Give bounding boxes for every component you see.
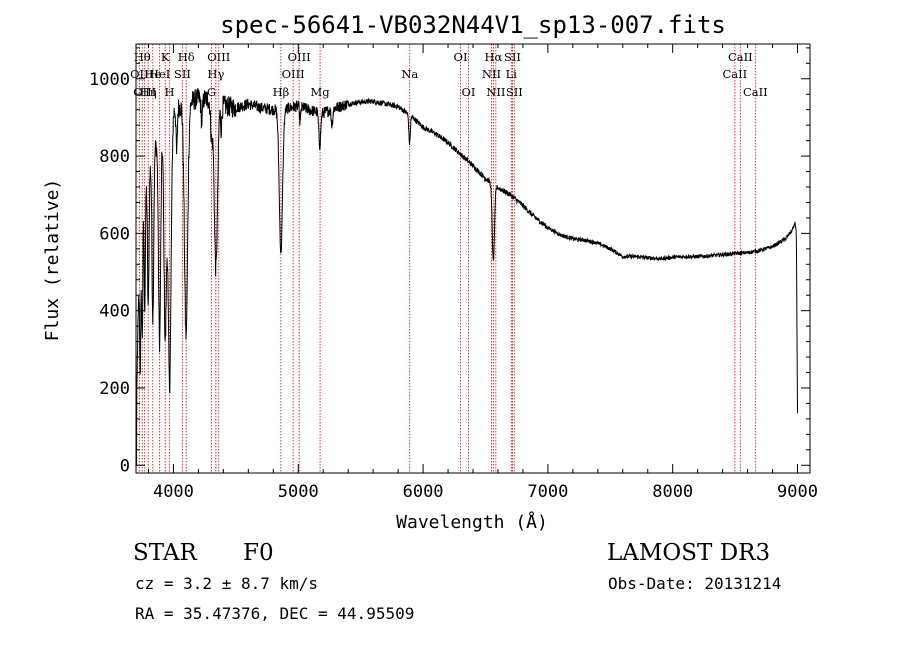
marker-label: OIII [282, 67, 305, 81]
marker-label: Li [506, 67, 518, 81]
observation-date: Obs-Date: 20131214 [608, 574, 782, 593]
marker-label: He [144, 67, 161, 81]
marker-label: Na [401, 67, 418, 81]
redshift-velocity: cz = 3.2 ± 8.7 km/s [135, 574, 319, 593]
marker-label: HeI [149, 67, 170, 81]
marker-label: OII [130, 67, 149, 81]
marker-label: G [207, 85, 216, 99]
x-tick-label: 8000 [652, 482, 693, 502]
x-tick-label: 6000 [403, 482, 444, 502]
spectral-subclass: F0 [243, 540, 274, 566]
marker-label: Mg [311, 85, 331, 99]
axis-ticks: 4000 5000 6000 7000 8000 9000 0 200 400 600 800 100… [89, 44, 818, 502]
marker-label: OI [462, 85, 476, 99]
marker-label: SII [174, 67, 191, 81]
y-tick-label: 600 [99, 224, 130, 244]
marker-label: Hα [484, 50, 502, 64]
y-tick-label: 1000 [89, 70, 130, 90]
y-tick-label: 0 [120, 456, 130, 476]
ra-dec-coordinates: RA = 35.47376, DEC = 44.95509 [135, 604, 415, 623]
marker-label: SII [506, 85, 523, 99]
marker-label: Hγ [207, 67, 224, 81]
marker-label: OIII [288, 50, 311, 64]
chart-title: spec-56641-VB032N44V1_sp13-007.fits [220, 11, 726, 39]
spectrum-line [136, 87, 798, 466]
line-markers [138, 44, 756, 473]
marker-label: NII [482, 67, 501, 81]
marker-label: OIII [207, 50, 230, 64]
y-tick-label: 200 [99, 379, 130, 399]
marker-label: NII [486, 85, 505, 99]
y-tick-label: 400 [99, 302, 130, 322]
x-tick-label: 9000 [777, 482, 818, 502]
object-class: STAR [133, 540, 197, 566]
marker-label: SII [504, 50, 521, 64]
x-tick-label: 4000 [153, 482, 194, 502]
x-axis-label: Wavelength (Å) [396, 511, 548, 533]
x-tick-label: 5000 [278, 482, 319, 502]
marker-label: CaII [743, 85, 768, 99]
marker-label: K [161, 50, 170, 64]
y-tick-label: 800 [99, 147, 130, 167]
marker-label: CaII [722, 67, 747, 81]
marker-label: Hβ [273, 85, 290, 99]
marker-label: Hθ [134, 50, 151, 64]
line-marker-labels: OIIHθOIIIHηHeHeIKHSIIHδGHγOIIIHβOIIIOIII… [130, 50, 768, 99]
survey-name: LAMOST DR3 [607, 540, 771, 566]
marker-label: H [165, 85, 175, 99]
marker-label: CaII [728, 50, 753, 64]
x-tick-label: 7000 [527, 482, 568, 502]
marker-label: OIII [133, 85, 156, 99]
marker-label: Hη [140, 85, 157, 99]
y-axis-label: Flux (relative) [42, 179, 63, 342]
marker-label: OI [454, 50, 468, 64]
marker-label: Hδ [178, 50, 195, 64]
